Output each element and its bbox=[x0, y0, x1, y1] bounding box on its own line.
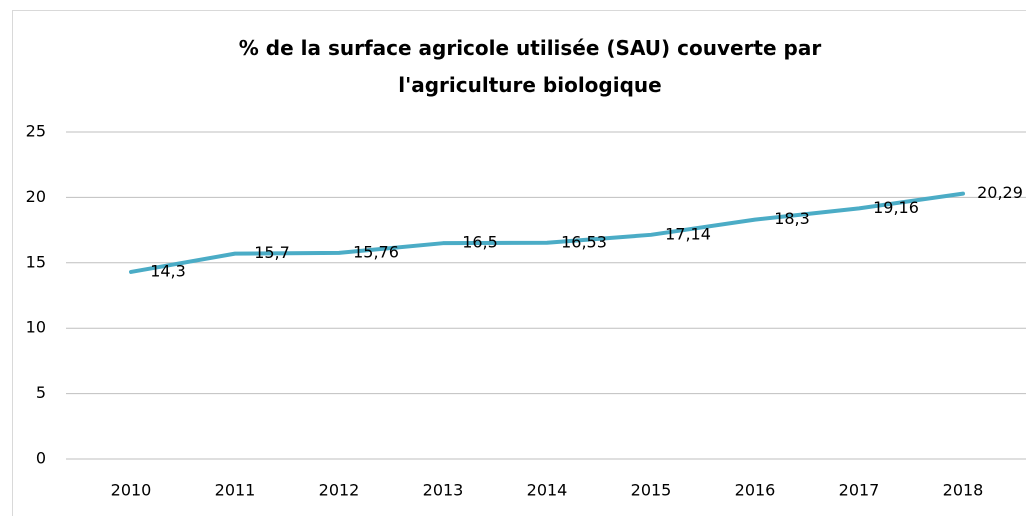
x-tick-label: 2015 bbox=[631, 481, 672, 500]
y-tick-label: 20 bbox=[26, 187, 46, 206]
x-tick-label: 2012 bbox=[319, 481, 360, 500]
x-tick-label: 2010 bbox=[111, 481, 152, 500]
data-label: 16,53 bbox=[561, 232, 607, 251]
chart-title: % de la surface agricole utilisée (SAU) … bbox=[238, 36, 822, 97]
data-label: 20,29 bbox=[977, 183, 1023, 202]
y-tick-label: 15 bbox=[26, 252, 46, 271]
data-label: 18,3 bbox=[774, 209, 810, 228]
x-tick-label: 2017 bbox=[839, 481, 880, 500]
x-tick-label: 2018 bbox=[943, 481, 984, 500]
x-tick-label: 2011 bbox=[215, 481, 256, 500]
y-tick-label: 5 bbox=[36, 383, 46, 402]
chart-frame bbox=[12, 10, 1026, 516]
data-line bbox=[129, 191, 965, 274]
data-label: 15,76 bbox=[353, 242, 399, 261]
data-label: 19,16 bbox=[873, 198, 919, 217]
data-label: 15,7 bbox=[254, 243, 290, 262]
data-label: 16,5 bbox=[462, 233, 498, 252]
y-tick-label: 0 bbox=[36, 449, 46, 468]
data-label: 17,14 bbox=[665, 224, 711, 243]
x-tick-label: 2013 bbox=[423, 481, 464, 500]
y-tick-label: 10 bbox=[26, 318, 46, 337]
x-tick-label: 2014 bbox=[527, 481, 568, 500]
data-label: 14,3 bbox=[150, 261, 186, 280]
x-tick-label: 2016 bbox=[735, 481, 776, 500]
y-tick-label: 25 bbox=[26, 122, 46, 141]
